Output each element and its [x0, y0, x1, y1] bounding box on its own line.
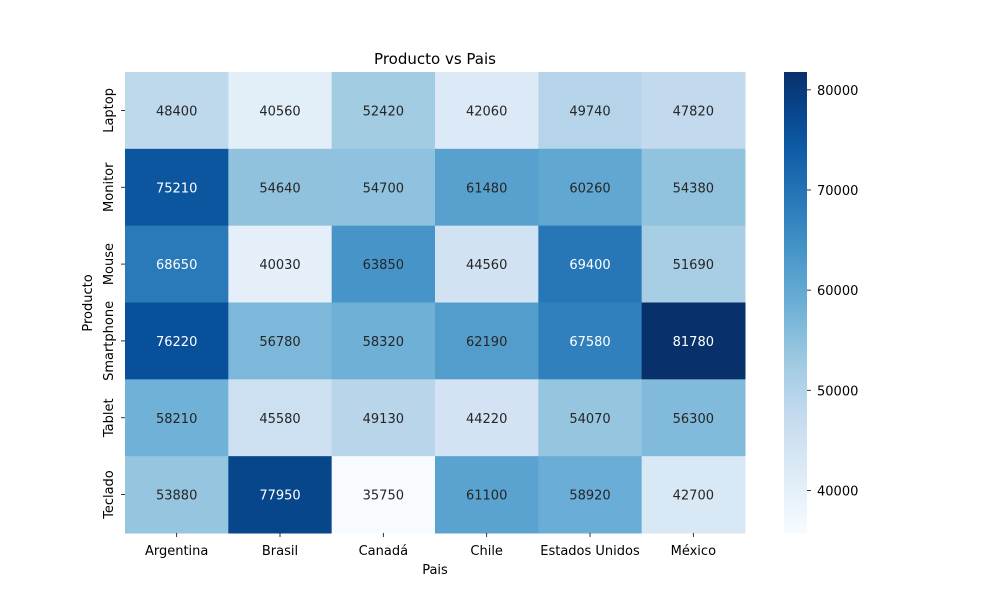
cell-value-label: 49740	[569, 104, 610, 119]
heatmap-cell	[331, 225, 436, 303]
heatmap-cell	[435, 72, 539, 150]
heatmap-cell	[538, 225, 643, 303]
heatmap-cell	[125, 225, 229, 303]
heatmap-cell	[538, 302, 643, 380]
cell-value-label: 77950	[259, 489, 300, 504]
heatmap-cells: 48400 40560 52420 42060 49740 47820 75210 54640…	[125, 72, 746, 534]
x-tick-label: Argentina	[145, 544, 208, 559]
heatmap-cell	[228, 456, 333, 534]
heatmap-cell	[125, 456, 229, 534]
cell-value-label: 58210	[156, 412, 197, 427]
cell-value-label: 40030	[259, 258, 300, 273]
colorbar-tick-label: 40000	[817, 484, 858, 499]
cell-value-label: 67580	[569, 335, 610, 350]
heatmap-cell	[641, 379, 746, 457]
heatmap-cell	[641, 456, 746, 534]
cell-value-label: 56300	[673, 412, 714, 427]
heatmap-cell	[331, 148, 436, 227]
cell-value-label: 45580	[259, 412, 300, 427]
heatmap-cell	[331, 379, 436, 457]
x-tick-label: Canadá	[359, 544, 408, 559]
heatmap-cell	[228, 148, 333, 227]
cell-value-label: 60260	[569, 181, 610, 196]
cell-value-label: 44560	[466, 258, 507, 273]
y-tick-label: Teclado	[102, 470, 117, 520]
cell-value-label: 51690	[673, 258, 714, 273]
cell-value-label: 35750	[363, 489, 404, 504]
cell-value-label: 58320	[363, 335, 404, 350]
cell-value-label: 42700	[673, 489, 714, 504]
cell-value-label: 81780	[673, 335, 714, 350]
cell-value-label: 54640	[259, 181, 300, 196]
heatmap-cell	[641, 302, 746, 380]
heatmap-cell	[641, 148, 746, 227]
y-tick-label: Laptop	[102, 88, 117, 133]
cell-value-label: 69400	[569, 258, 610, 273]
y-tick-label: Tablet	[102, 398, 117, 438]
heatmap-cell	[125, 72, 229, 150]
heatmap-cell	[538, 456, 643, 534]
heatmap-cell	[125, 148, 229, 227]
heatmap-cell	[435, 379, 539, 457]
cell-value-label: 49130	[363, 412, 404, 427]
heatmap-cell	[125, 379, 229, 457]
cell-value-label: 54700	[363, 181, 404, 196]
heatmap-cell	[641, 72, 746, 150]
cell-value-label: 75210	[156, 181, 197, 196]
x-axis-label: Pais	[422, 563, 448, 578]
cell-value-label: 40560	[259, 104, 300, 119]
colorbar-tick-label: 80000	[817, 84, 858, 99]
y-tick-label: Monitor	[102, 162, 117, 212]
chart-title: Producto vs Pais	[374, 50, 496, 68]
heatmap-cell	[125, 302, 229, 380]
colorbar	[784, 72, 807, 533]
cell-value-label: 42060	[466, 104, 507, 119]
heatmap-cell	[538, 379, 643, 457]
cell-value-label: 53880	[156, 489, 197, 504]
cell-value-label: 47820	[673, 104, 714, 119]
heatmap-cell	[228, 225, 333, 303]
heatmap-cell	[228, 72, 333, 150]
heatmap-cell	[331, 302, 436, 380]
x-tick-label: Chile	[470, 544, 503, 559]
heatmap-cell	[228, 379, 333, 457]
cell-value-label: 62190	[466, 335, 507, 350]
heatmap-cell	[538, 72, 643, 150]
cell-value-label: 63850	[363, 258, 404, 273]
colorbar-tick-label: 70000	[817, 184, 858, 199]
heatmap-cell	[435, 456, 539, 534]
colorbar-ticks: 40000 50000 60000 70000 80000	[807, 84, 858, 499]
cell-value-label: 54380	[673, 181, 714, 196]
cell-value-label: 58920	[569, 489, 610, 504]
colorbar-tick-label: 50000	[817, 384, 858, 399]
heatmap-cell	[435, 148, 539, 227]
cell-value-label: 54070	[569, 412, 610, 427]
x-axis-ticks: Argentina Brasil Canadá Chile Estados Unidos…	[145, 533, 716, 559]
heatmap-cell	[435, 225, 539, 303]
x-tick-label: Estados Unidos	[540, 544, 640, 559]
heatmap-cell	[331, 72, 436, 150]
heatmap-cell	[538, 148, 643, 227]
y-tick-label: Mouse	[102, 243, 117, 285]
cell-value-label: 52420	[363, 104, 404, 119]
colorbar-tick-label: 60000	[817, 284, 858, 299]
cell-value-label: 76220	[156, 335, 197, 350]
cell-value-label: 48400	[156, 104, 197, 119]
heatmap-cell	[435, 302, 539, 380]
cell-value-label: 61480	[466, 181, 507, 196]
heatmap-cell	[641, 225, 746, 303]
cell-value-label: 68650	[156, 258, 197, 273]
cell-value-label: 56780	[259, 335, 300, 350]
cell-value-label: 61100	[466, 489, 507, 504]
heatmap-cell	[228, 302, 333, 380]
y-axis-ticks: Laptop Monitor Mouse Smartphone Tablet Teclad…	[102, 88, 125, 520]
x-tick-label: Brasil	[262, 544, 298, 559]
cell-value-label: 44220	[466, 412, 507, 427]
y-tick-label: Smartphone	[102, 301, 117, 381]
x-tick-label: México	[671, 544, 716, 559]
heatmap-cell	[331, 456, 436, 534]
y-axis-label: Producto	[81, 274, 96, 331]
